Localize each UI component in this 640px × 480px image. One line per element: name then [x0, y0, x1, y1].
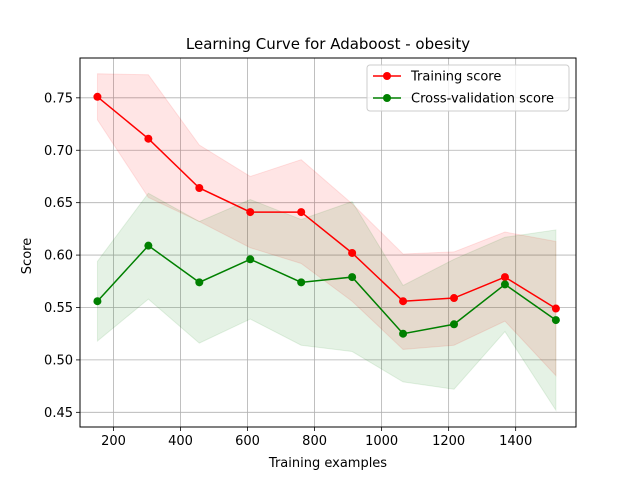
x-tick-label: 1200: [432, 434, 465, 449]
data-point-training: [195, 183, 204, 192]
x-tick-label: 1400: [499, 434, 532, 449]
y-tick-label: 0.70: [44, 144, 73, 159]
legend-marker-training: [383, 72, 391, 80]
data-point-cross-validation: [450, 320, 459, 329]
data-point-cross-validation: [195, 278, 204, 287]
series-line-training: [96, 96, 557, 310]
legend-box: [366, 64, 570, 112]
y-tick-label: 0.45: [44, 406, 73, 421]
plot-area: 200 400 600 800 1000 1200 1400 0.45 0.50 0.55 0.60…: [44, 57, 577, 449]
y-axis-label: Score: [20, 238, 35, 274]
legend-marker-cross-validation: [383, 94, 391, 102]
y-tick-label: 0.75: [44, 91, 73, 106]
data-point-training: [246, 208, 255, 217]
data-point-cross-validation: [297, 278, 306, 287]
data-point-cross-validation: [399, 329, 408, 338]
y-tick-label: 0.55: [44, 301, 73, 316]
data-point-cross-validation: [246, 255, 255, 264]
x-axis-label: Training examples: [268, 456, 387, 471]
data-point-training: [144, 134, 153, 143]
data-point-cross-validation: [144, 241, 153, 250]
data-point-training: [348, 248, 357, 257]
x-tick-label: 400: [168, 434, 193, 449]
legend-label-training: Training score: [410, 70, 501, 85]
data-point-training: [399, 297, 408, 306]
x-tick-label: 200: [101, 434, 126, 449]
series-line-cross-validation: [96, 244, 557, 335]
axes-frame: [79, 57, 577, 428]
data-point-cross-validation: [551, 316, 560, 325]
data-point-training: [500, 273, 509, 282]
x-tick-label: 600: [235, 434, 260, 449]
y-tick-label: 0.60: [44, 249, 73, 264]
data-point-training: [297, 208, 306, 217]
chart-title: Learning Curve for Adaboost - obesity: [186, 35, 470, 53]
y-tick-label: 0.50: [44, 353, 73, 368]
data-point-training: [450, 294, 459, 303]
confidence-band-training: [96, 73, 557, 377]
data-point-cross-validation: [93, 297, 102, 306]
x-tick-label: 1000: [365, 434, 398, 449]
data-point-training: [93, 92, 102, 101]
confidence-band-cross-validation: [96, 192, 557, 412]
legend-label-cross-validation: Cross-validation score: [411, 92, 554, 107]
data-point-training: [551, 304, 560, 313]
y-tick-label: 0.65: [44, 196, 73, 211]
x-tick-label: 800: [302, 434, 327, 449]
data-point-cross-validation: [348, 273, 357, 282]
data-point-cross-validation: [500, 280, 509, 289]
